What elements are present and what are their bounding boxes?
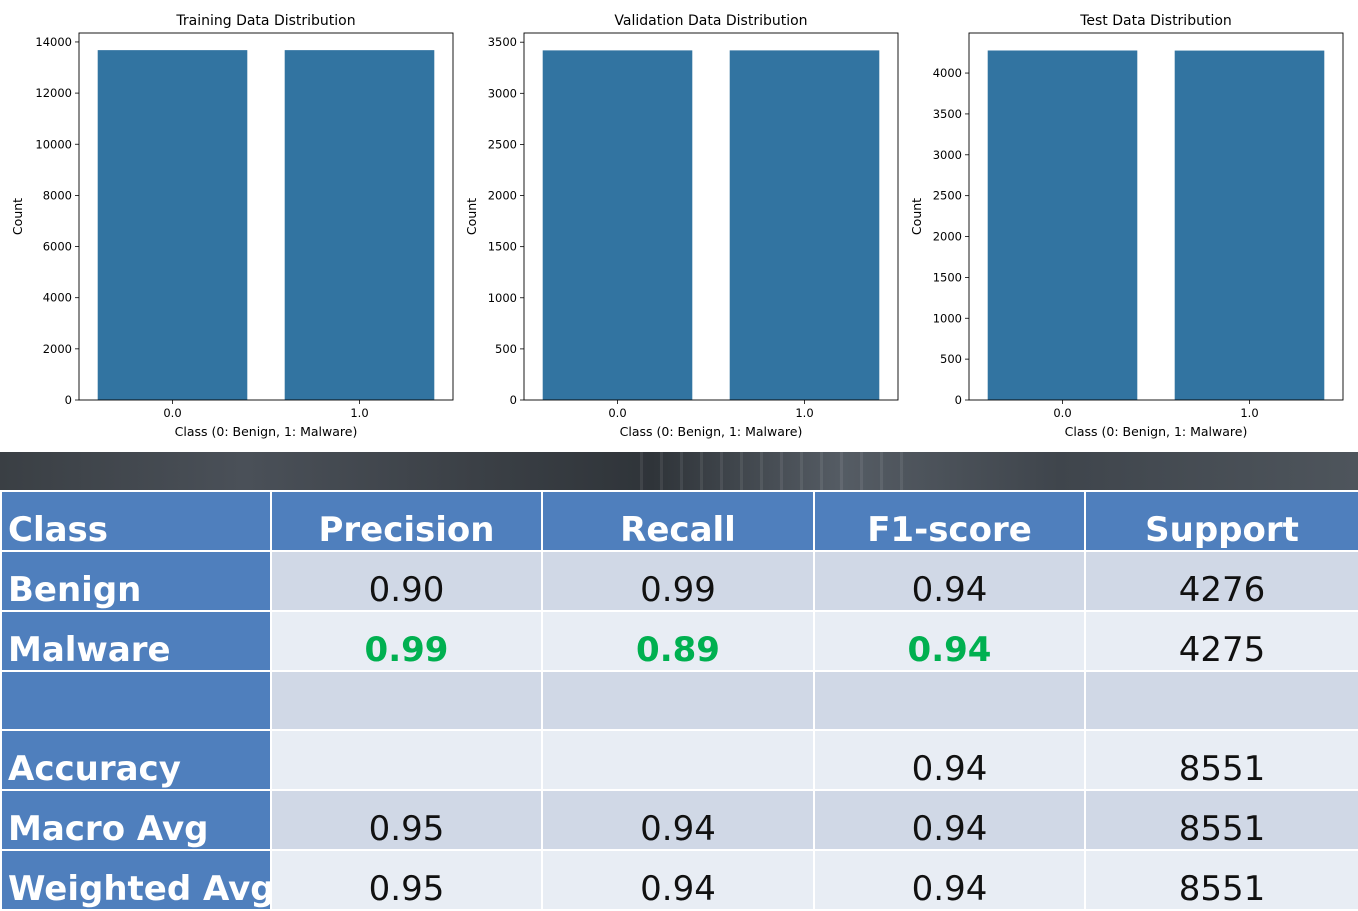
header-f1-score: F1-score (813, 490, 1086, 552)
y-tick-label: 1000 (933, 311, 962, 325)
recall-cell: 0.89 (541, 609, 815, 672)
y-tick-label: 3000 (933, 148, 962, 162)
bar (542, 50, 693, 400)
f1-cell: 0.94 (813, 789, 1086, 852)
x-tick-label: 1.0 (1240, 406, 1258, 420)
y-axis-label: Count (464, 198, 479, 235)
bar (97, 50, 248, 400)
recall-cell: 0.94 (541, 789, 815, 852)
support-cell: 8551 (1084, 849, 1358, 911)
y-tick-label: 8000 (43, 188, 72, 202)
distribution-charts: 0.0 1.0 0 2000 4000 6000 8000 10000 12000 14000 Tr… (0, 0, 1358, 452)
bar (284, 50, 435, 400)
chart-title: Training Data Distribution (175, 13, 355, 29)
y-tick-label: 0 (955, 393, 962, 407)
support-cell: 8551 (1084, 729, 1358, 792)
y-tick-label: 10000 (35, 137, 72, 151)
y-tick-label: 3500 (488, 35, 517, 49)
y-tick-label: 0 (65, 393, 72, 407)
table-row: Macro Avg 0.95 0.94 0.94 8551 (0, 789, 1358, 852)
precision-cell (270, 669, 543, 732)
recall-cell: 0.94 (541, 849, 815, 911)
y-tick-label: 4000 (43, 291, 72, 305)
y-tick-label: 2000 (933, 230, 962, 244)
chart-title: Validation Data Distribution (614, 13, 807, 29)
row-label: Malware (0, 609, 272, 672)
bar (1174, 50, 1325, 401)
support-cell: 8551 (1084, 789, 1358, 852)
row-label: Weighted Avg (0, 849, 272, 911)
precision-cell (270, 729, 543, 792)
y-axis-label: Count (909, 198, 924, 235)
f1-cell: 0.94 (813, 729, 1086, 792)
x-tick-label: 1.0 (350, 406, 368, 420)
f1-cell: 0.94 (813, 609, 1086, 672)
y-tick-label: 1500 (933, 270, 962, 284)
precision-cell: 0.99 (270, 609, 543, 672)
table-header-row: Class Precision Recall F1-score Support (0, 490, 1358, 552)
x-tick-label: 0.0 (1053, 406, 1071, 420)
classification-report-table: Class Precision Recall F1-score Support … (0, 490, 1358, 911)
x-tick-label: 0.0 (163, 406, 181, 420)
table-row: Benign 0.90 0.99 0.94 4276 (0, 550, 1358, 612)
background-image-strip (0, 452, 1358, 490)
row-label: Benign (0, 550, 272, 612)
y-tick-label: 12000 (35, 86, 72, 100)
header-class: Class (0, 490, 272, 552)
header-precision: Precision (270, 490, 543, 552)
y-axis-label: Count (10, 198, 25, 235)
y-tick-label: 2000 (488, 189, 517, 203)
plot-frame (523, 32, 899, 401)
f1-cell: 0.94 (813, 849, 1086, 911)
table-row: Weighted Avg 0.95 0.94 0.94 8551 (0, 849, 1358, 911)
x-axis-label: Class (0: Benign, 1: Malware) (1065, 424, 1248, 439)
y-tick-label: 6000 (43, 240, 72, 254)
table-row (0, 669, 1358, 732)
row-label: Accuracy (0, 729, 272, 792)
row-label (0, 669, 272, 732)
y-tick-label: 2500 (933, 189, 962, 203)
plot-frame (968, 32, 1344, 401)
precision-cell: 0.95 (270, 849, 543, 911)
y-tick-label: 3000 (488, 86, 517, 100)
row-label: Macro Avg (0, 789, 272, 852)
bar (987, 50, 1138, 400)
precision-cell: 0.90 (270, 550, 543, 612)
chart-title: Test Data Distribution (1079, 13, 1232, 29)
plot-frame (78, 32, 454, 401)
y-tick-label: 4000 (933, 66, 962, 80)
y-tick-label: 2000 (43, 342, 72, 356)
recall-cell: 0.99 (541, 550, 815, 612)
x-axis-label: Class (0: Benign, 1: Malware) (175, 424, 358, 439)
table-row: Malware 0.99 0.89 0.94 4275 (0, 609, 1358, 672)
y-tick-label: 0 (510, 393, 517, 407)
x-tick-label: 0.0 (608, 406, 626, 420)
recall-cell (541, 669, 815, 732)
table-row: Accuracy 0.94 8551 (0, 729, 1358, 792)
y-tick-label: 500 (495, 342, 517, 356)
support-cell: 4275 (1084, 609, 1358, 672)
bar-charts-svg: 0.0 1.002000400060008000100001200014000Tr… (10, 13, 1344, 439)
x-tick-label: 1.0 (795, 406, 813, 420)
header-recall: Recall (541, 490, 815, 552)
f1-cell (813, 669, 1086, 732)
precision-cell: 0.95 (270, 789, 543, 852)
support-cell: 4276 (1084, 550, 1358, 612)
recall-cell (541, 729, 815, 792)
y-tick-label: 3500 (933, 107, 962, 121)
y-tick-label: 1500 (488, 240, 517, 254)
y-tick-label: 2500 (488, 137, 517, 151)
support-cell (1084, 669, 1358, 732)
y-tick-label: 1000 (488, 291, 517, 305)
y-tick-label: 500 (940, 352, 962, 366)
f1-cell: 0.94 (813, 550, 1086, 612)
bar (729, 50, 880, 400)
header-support: Support (1084, 490, 1358, 552)
y-tick-label: 14000 (35, 35, 72, 49)
x-axis-label: Class (0: Benign, 1: Malware) (620, 424, 803, 439)
